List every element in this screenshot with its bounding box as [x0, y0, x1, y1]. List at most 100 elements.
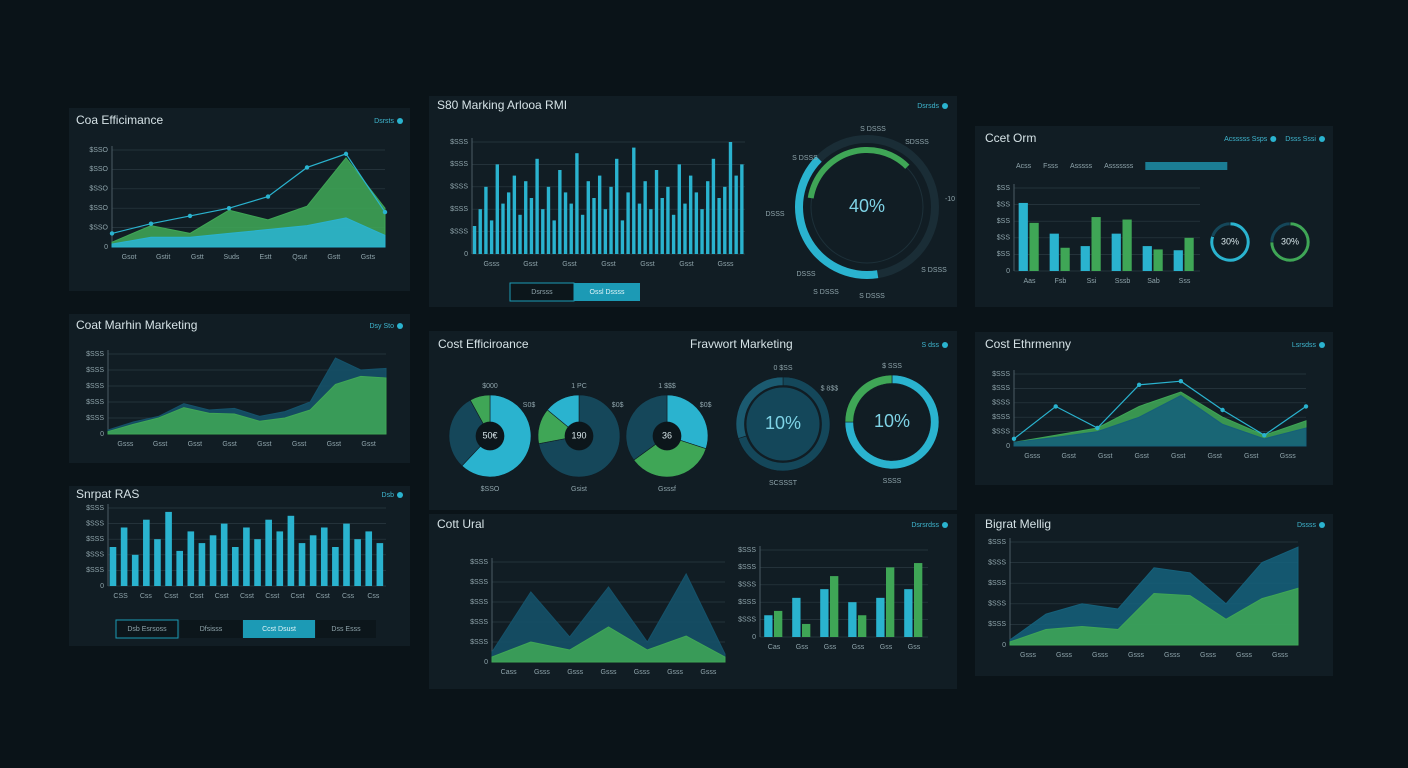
bar	[1122, 219, 1132, 271]
bar	[287, 515, 295, 586]
y-tick-label: $SSO	[89, 166, 108, 173]
y-tick-label: $SSS	[738, 582, 756, 589]
center-label: 10%	[765, 413, 801, 433]
bottom-label: SCSSST	[769, 480, 798, 487]
filter[interactable]: Asssss	[1070, 163, 1093, 170]
x-tick-label: Gsss	[567, 669, 583, 676]
bar	[309, 535, 317, 586]
x-tick-label: Gsst	[523, 261, 537, 268]
y-tick-label: $SS	[997, 251, 1011, 258]
x-tick-label: Gsss	[534, 669, 550, 676]
x-tick-label: CSS	[113, 593, 128, 600]
button-label[interactable]: Dsrsss	[531, 289, 553, 296]
x-tick-label: Gstt	[191, 254, 204, 261]
bar	[231, 547, 239, 586]
point	[1262, 433, 1267, 438]
button[interactable]	[180, 620, 242, 638]
bottom-label: Gsist	[571, 486, 587, 493]
bar	[198, 543, 206, 586]
filter[interactable]: Acss	[1016, 163, 1032, 170]
button[interactable]	[115, 619, 179, 639]
area	[111, 217, 386, 248]
x-tick-label: Sssb	[1115, 278, 1131, 285]
bar	[592, 198, 596, 254]
panel-title: Snrpat RAS	[76, 487, 139, 501]
y-tick-label: $SSO	[89, 147, 108, 154]
y-tick-label: $SS	[997, 201, 1011, 208]
bar	[495, 164, 499, 254]
y-tick-label: $SSO	[89, 186, 108, 193]
legend-dot	[1319, 522, 1325, 528]
button[interactable]	[574, 283, 640, 301]
y-tick-label: $SSS	[470, 599, 488, 606]
panel-title: Ccet Orm	[985, 131, 1036, 145]
gauge-annotation: S DSSS	[813, 289, 839, 296]
x-tick-label: Qsut	[292, 254, 307, 261]
button[interactable]	[316, 620, 376, 638]
y-tick-label: $SSS	[470, 639, 488, 646]
legend-dot	[397, 323, 403, 329]
y-tick-label: $SSS	[450, 228, 468, 235]
bar	[734, 175, 738, 254]
x-tick-label: Gsst	[257, 441, 271, 448]
panel-title: Fravwort Marketing	[690, 337, 793, 351]
donut-hole	[1275, 227, 1305, 257]
filter[interactable]: Asssssss	[1104, 163, 1134, 170]
button-label[interactable]: Dfsisss	[200, 626, 223, 633]
filter-bar[interactable]	[1145, 162, 1228, 170]
legend-dot	[1319, 136, 1325, 142]
gauge-annotation: SDSSS	[905, 139, 929, 146]
bar	[666, 186, 670, 254]
bar	[154, 539, 161, 586]
panel-title: Bigrat Mellig	[985, 517, 1051, 531]
button-label[interactable]: Dsb Esrsoss	[127, 626, 167, 633]
y-tick-label: 0	[1006, 443, 1010, 450]
bar	[354, 539, 361, 586]
center-label: 30%	[1281, 236, 1299, 246]
y-tick-label: $SSO	[89, 224, 108, 231]
point	[1136, 382, 1142, 387]
center-label: 50€	[482, 430, 497, 440]
bar	[671, 214, 676, 254]
button-label[interactable]: Ccst Dsust	[262, 626, 296, 633]
button-label[interactable]: Dss Esss	[331, 626, 361, 633]
bar	[764, 615, 773, 637]
point	[265, 194, 271, 199]
x-tick-label: Gsss	[634, 669, 650, 676]
bar	[143, 519, 150, 586]
center-label: 10%	[874, 411, 910, 431]
x-tick-label: Gsst	[1208, 453, 1222, 460]
panel-title: Cost Ethrmenny	[985, 337, 1071, 351]
slice	[1269, 221, 1291, 243]
y-tick-label: $SSS	[86, 367, 104, 374]
bar	[518, 214, 522, 254]
point	[109, 231, 115, 236]
point	[343, 151, 349, 157]
point	[1220, 407, 1225, 413]
x-tick-label: Estt	[260, 254, 272, 261]
bar	[1091, 217, 1101, 271]
x-tick-label: Sab	[1147, 278, 1160, 285]
filter[interactable]: Fsss	[1043, 163, 1058, 170]
x-tick-label: Gstt	[327, 254, 340, 261]
legend-dot	[397, 118, 403, 124]
y-tick-label: $SSS	[988, 621, 1006, 628]
bar	[220, 523, 228, 586]
bar	[165, 511, 172, 586]
bar	[176, 550, 184, 586]
y-tick-label: $SSS	[86, 351, 104, 358]
x-tick-label: Css	[140, 593, 153, 600]
button-label[interactable]: Ossl Dssss	[590, 289, 626, 296]
y-tick-label: 0	[100, 431, 104, 438]
x-tick-label: Gsst	[361, 441, 375, 448]
x-tick-label: Gsst	[601, 261, 615, 268]
legend-label: Lsrsdss	[1292, 342, 1317, 349]
panel-title: S80 Marking Arlooa RMI	[437, 98, 567, 112]
legend-label: Dsrsrdss	[911, 522, 939, 529]
point	[1178, 379, 1184, 384]
x-tick-label: Gstit	[156, 254, 170, 261]
y-tick-label: $SSS	[450, 206, 468, 213]
x-tick-label: Gsss	[1236, 652, 1252, 659]
button[interactable]	[243, 620, 315, 638]
bar	[501, 203, 505, 254]
